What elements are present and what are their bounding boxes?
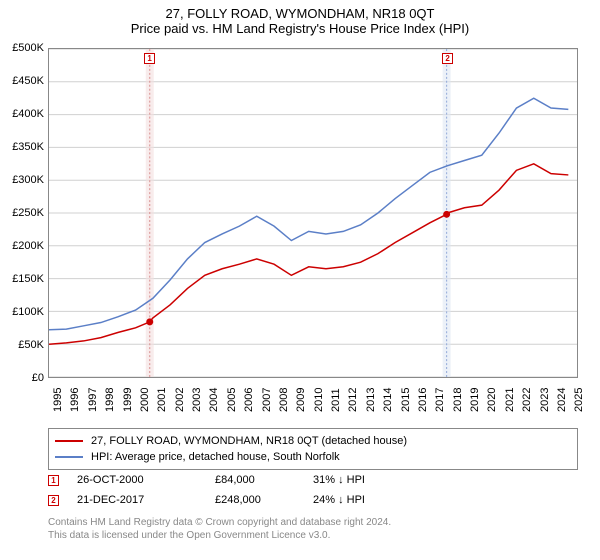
- y-tick-label: £50K: [0, 339, 44, 351]
- y-tick-label: £100K: [0, 306, 44, 318]
- x-tick-label: 1999: [122, 388, 134, 412]
- sales-row-2: 2 21-DEC-2017 £248,000 24% ↓ HPI: [48, 490, 578, 510]
- x-tick-label: 2015: [400, 388, 412, 412]
- x-tick-label: 1995: [52, 388, 64, 412]
- y-tick-label: £400K: [0, 108, 44, 120]
- x-tick-label: 2014: [382, 388, 394, 412]
- title-address: 27, FOLLY ROAD, WYMONDHAM, NR18 0QT: [0, 6, 600, 21]
- x-tick-label: 2011: [330, 388, 342, 412]
- legend-swatch-hpi: [55, 456, 83, 458]
- y-axis-ticks: £0£50K£100K£150K£200K£250K£300K£350K£400…: [0, 48, 46, 378]
- chart-container: 27, FOLLY ROAD, WYMONDHAM, NR18 0QT Pric…: [0, 0, 600, 560]
- legend: 27, FOLLY ROAD, WYMONDHAM, NR18 0QT (det…: [48, 428, 578, 470]
- x-tick-label: 2001: [156, 388, 168, 412]
- x-tick-label: 2007: [261, 388, 273, 412]
- legend-swatch-property: [55, 440, 83, 442]
- footer-line2: This data is licensed under the Open Gov…: [48, 529, 578, 542]
- y-tick-label: £300K: [0, 174, 44, 186]
- plot-area: 12: [48, 48, 578, 378]
- y-tick-label: £200K: [0, 240, 44, 252]
- x-tick-label: 2020: [486, 388, 498, 412]
- x-tick-label: 2023: [539, 388, 551, 412]
- sales-row-1: 1 26-OCT-2000 £84,000 31% ↓ HPI: [48, 470, 578, 490]
- title-block: 27, FOLLY ROAD, WYMONDHAM, NR18 0QT Pric…: [0, 0, 600, 36]
- x-tick-label: 2021: [504, 388, 516, 412]
- sales-pct-2: 24% ↓ HPI: [313, 494, 413, 506]
- x-tick-label: 2013: [365, 388, 377, 412]
- y-tick-label: £450K: [0, 75, 44, 87]
- x-tick-label: 2006: [243, 388, 255, 412]
- sale-marker-flag: 2: [442, 53, 453, 64]
- x-tick-label: 2004: [208, 388, 220, 412]
- x-axis-ticks: 1995 1996 1997 1998 1999 2000 2001 2002 2003 2004…: [48, 382, 578, 422]
- x-tick-label: 2009: [295, 388, 307, 412]
- x-tick-label: 2003: [191, 388, 203, 412]
- x-tick-label: 2000: [139, 388, 151, 412]
- sales-marker-2: 2: [48, 495, 59, 506]
- x-tick-label: 2005: [226, 388, 238, 412]
- footer-line1: Contains HM Land Registry data © Crown c…: [48, 516, 578, 529]
- sales-date-1: 26-OCT-2000: [77, 474, 197, 486]
- sales-date-2: 21-DEC-2017: [77, 494, 197, 506]
- sales-price-1: £84,000: [215, 474, 295, 486]
- y-tick-label: £150K: [0, 273, 44, 285]
- sales-pct-1: 31% ↓ HPI: [313, 474, 413, 486]
- x-tick-label: 2008: [278, 388, 290, 412]
- y-tick-label: £250K: [0, 207, 44, 219]
- legend-row-hpi: HPI: Average price, detached house, Sout…: [55, 449, 571, 465]
- plot-svg: [49, 49, 577, 377]
- x-tick-label: 2022: [521, 388, 533, 412]
- y-tick-label: £0: [0, 372, 44, 384]
- x-tick-label: 2012: [347, 388, 359, 412]
- x-tick-label: 2025: [573, 388, 585, 412]
- x-tick-label: 2018: [452, 388, 464, 412]
- legend-row-property: 27, FOLLY ROAD, WYMONDHAM, NR18 0QT (det…: [55, 433, 571, 449]
- sales-price-2: £248,000: [215, 494, 295, 506]
- x-tick-label: 1996: [69, 388, 81, 412]
- x-tick-label: 1998: [104, 388, 116, 412]
- footer: Contains HM Land Registry data © Crown c…: [48, 516, 578, 542]
- x-tick-label: 2017: [434, 388, 446, 412]
- legend-label-hpi: HPI: Average price, detached house, Sout…: [91, 451, 340, 463]
- x-tick-label: 2019: [469, 388, 481, 412]
- sale-marker-flag: 1: [144, 53, 155, 64]
- x-tick-label: 2002: [174, 388, 186, 412]
- y-tick-label: £350K: [0, 141, 44, 153]
- x-tick-label: 2024: [556, 388, 568, 412]
- x-tick-label: 1997: [87, 388, 99, 412]
- x-tick-label: 2016: [417, 388, 429, 412]
- y-tick-label: £500K: [0, 42, 44, 54]
- title-subtitle: Price paid vs. HM Land Registry's House …: [0, 21, 600, 36]
- sales-table: 1 26-OCT-2000 £84,000 31% ↓ HPI 2 21-DEC…: [48, 470, 578, 510]
- sales-marker-1: 1: [48, 475, 59, 486]
- legend-label-property: 27, FOLLY ROAD, WYMONDHAM, NR18 0QT (det…: [91, 435, 407, 447]
- x-tick-label: 2010: [313, 388, 325, 412]
